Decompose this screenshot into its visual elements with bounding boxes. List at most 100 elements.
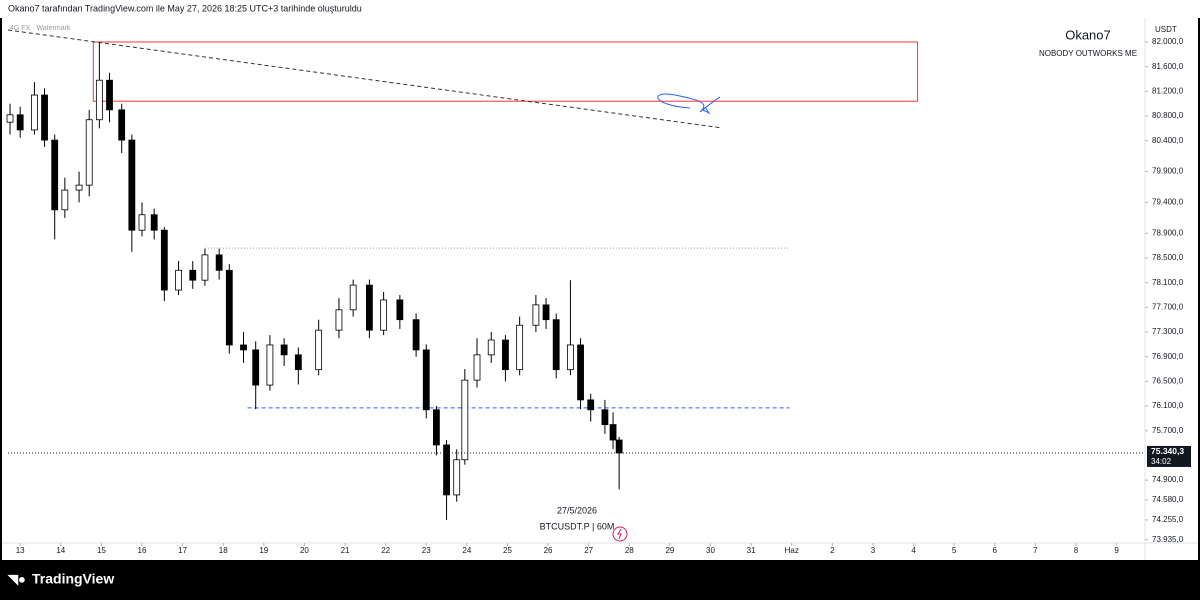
candle-body (16, 114, 24, 131)
y-tick-label: 76.100,0 (1152, 401, 1184, 410)
candle-body (41, 94, 48, 141)
y-tick-label: 81.600,0 (1152, 62, 1184, 71)
trendline (7, 29, 721, 129)
candle-body (118, 109, 126, 141)
candle-body (138, 214, 146, 231)
candle-body (587, 399, 595, 411)
y-tick-label: 74.900,0 (1152, 475, 1184, 484)
y-tick-label: 78.100,0 (1152, 278, 1184, 287)
y-tick-label: 74.255,0 (1152, 515, 1184, 524)
candle-body (502, 339, 509, 371)
y-tick-label: 81.200,0 (1152, 86, 1184, 95)
x-tick-label: 25 (503, 546, 512, 555)
candle-body (175, 269, 182, 291)
candle-body (335, 309, 343, 331)
candle-body (461, 379, 469, 461)
y-tick-label: 75.700,0 (1152, 426, 1184, 435)
candle-body (128, 139, 136, 231)
currency: USDT (1155, 25, 1177, 34)
candle-body (422, 349, 430, 411)
motto: NOBODY OUTWORKS ME (1039, 49, 1137, 58)
y-tick-label: 76.900,0 (1152, 352, 1184, 361)
candle-body (294, 354, 302, 371)
y-tick-label: 82.000,0 (1152, 37, 1184, 46)
candle-body (215, 254, 223, 271)
candle-body (189, 269, 197, 281)
x-tick-label: 28 (625, 546, 634, 555)
candle-body (349, 284, 357, 311)
scribble-arrow (702, 106, 711, 115)
candle-body (487, 339, 495, 356)
alert-icon[interactable] (612, 526, 628, 542)
last-price-box (1147, 445, 1191, 467)
candle-body (61, 189, 69, 211)
candle-body (266, 344, 274, 386)
x-tick-label: 19 (259, 546, 268, 555)
y-tick-label: 80.400,0 (1152, 136, 1184, 145)
candle-body (516, 324, 524, 371)
candle-body (280, 344, 288, 356)
y-tick-label: 80.800,0 (1152, 111, 1184, 120)
caption-bar (0, 0, 1200, 18)
x-tick-label: 31 (747, 546, 756, 555)
y-tick-label: 79.900,0 (1152, 167, 1184, 176)
x-tick-label: 5 (952, 546, 957, 555)
candle-body (75, 184, 83, 191)
candle-body (453, 459, 461, 496)
x-tick-label: 9 (1114, 546, 1119, 555)
x-tick-label: 27 (584, 546, 593, 555)
candle-body (412, 319, 420, 351)
caption: Okano7 tarafından TradingView.com ile Ma… (8, 3, 362, 13)
candle-body (160, 229, 168, 291)
candle-body (396, 299, 404, 321)
candle-body (552, 319, 560, 371)
candle-body (601, 409, 609, 425)
watermark: 4G FX · Watermark (10, 25, 71, 32)
candle-body (473, 354, 481, 381)
candle-body (380, 299, 388, 331)
candle-body (443, 444, 450, 496)
x-tick-label: 29 (665, 546, 674, 555)
x-tick-label: 4 (911, 546, 916, 555)
x-tick-label: 13 (16, 546, 25, 555)
x-tick-label: 8 (1074, 546, 1079, 555)
x-tick-label: 14 (56, 546, 65, 555)
candle-body (95, 79, 103, 121)
candle-body (615, 439, 623, 454)
x-tick-label: 6 (993, 546, 998, 555)
x-tick-label: 21 (341, 546, 350, 555)
candle-body (542, 304, 550, 321)
y-tick-label: 79.400,0 (1152, 198, 1184, 207)
x-tick-label: 22 (381, 546, 390, 555)
x-tick-label: 30 (706, 546, 715, 555)
chart-panel (2, 18, 1198, 560)
author: Okano7 (1065, 27, 1111, 42)
candle-body (30, 94, 38, 131)
y-tick-label: 76.500,0 (1152, 376, 1184, 385)
y-tick-label: 77.700,0 (1152, 302, 1184, 311)
candle-body (106, 79, 113, 111)
candle-body (150, 214, 158, 231)
candle-body (609, 424, 617, 441)
x-tick-label: 3 (871, 546, 876, 555)
x-tick-label: 2 (830, 546, 835, 555)
x-tick-label: 15 (97, 546, 106, 555)
y-tick-label: 73.935,0 (1152, 535, 1184, 544)
y-tick-label: 77.300,0 (1152, 327, 1184, 336)
candle-body (51, 139, 59, 211)
x-tick-label: 24 (462, 546, 471, 555)
candle-body (433, 409, 440, 446)
x-tick-label: 20 (300, 546, 309, 555)
x-tick-label: 7 (1033, 546, 1038, 555)
y-tick-label: 78.900,0 (1152, 228, 1184, 237)
candle-body (567, 344, 574, 371)
last-price-label: 75.340,3 (1151, 446, 1184, 456)
logo: TradingView (32, 571, 114, 587)
logo-mark: ◥● (7, 571, 26, 586)
candle-body (85, 119, 93, 186)
date-note: 27/5/2026 (557, 505, 597, 515)
y-tick-label: 78.500,0 (1152, 253, 1184, 262)
x-tick-label: 17 (178, 546, 187, 555)
x-tick-label: 23 (422, 546, 431, 555)
candle-body (366, 284, 373, 331)
